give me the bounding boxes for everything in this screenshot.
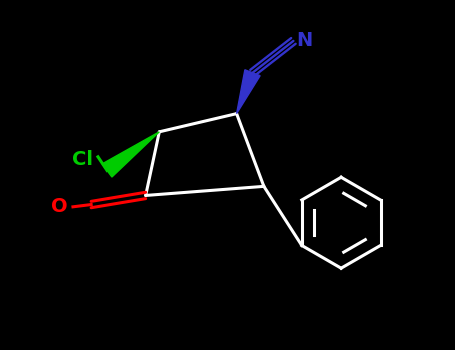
Polygon shape	[237, 70, 260, 114]
Text: Cl: Cl	[71, 149, 92, 169]
Text: O: O	[51, 197, 68, 216]
Polygon shape	[102, 132, 159, 177]
Text: N: N	[297, 32, 313, 50]
